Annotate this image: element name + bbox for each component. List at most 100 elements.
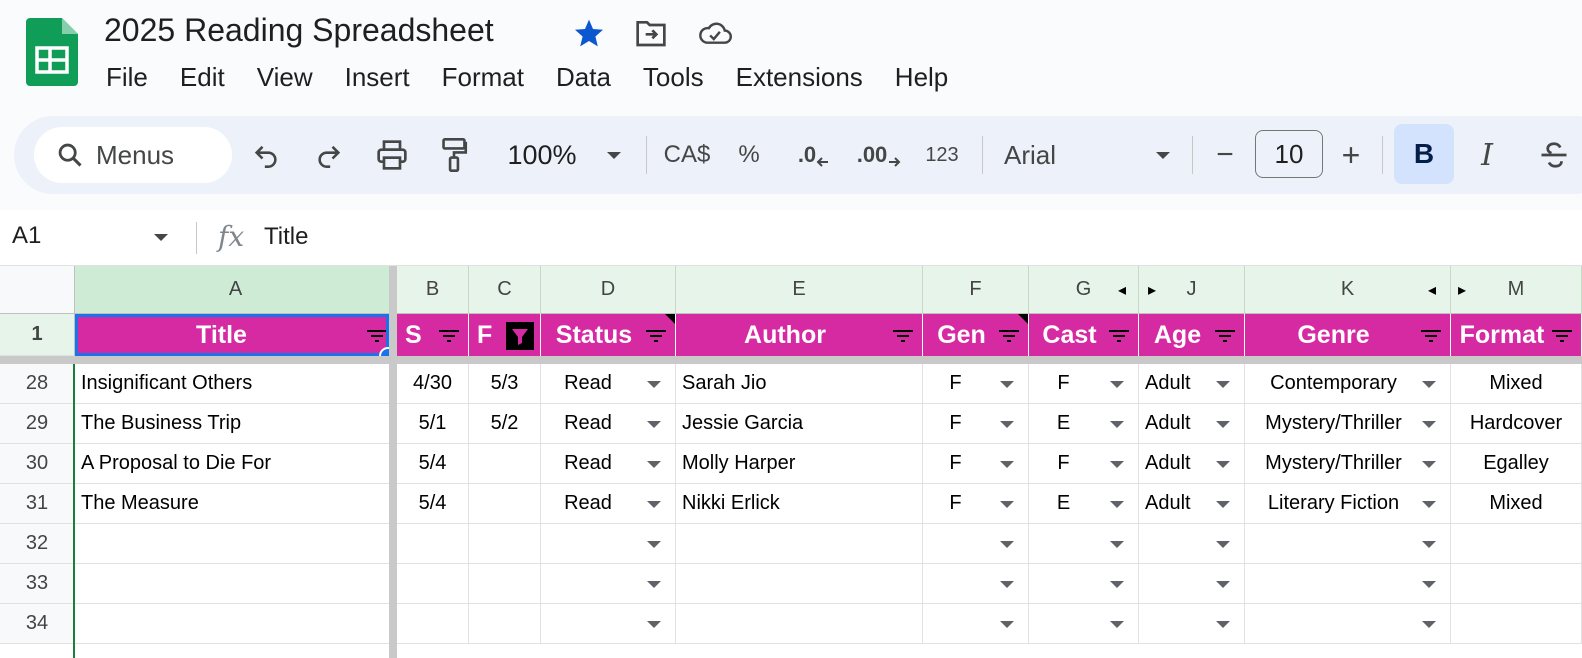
increase-font-size-button[interactable]: + <box>1341 136 1361 173</box>
cell-j29[interactable]: Adult <box>1139 404 1245 444</box>
font-family-select[interactable]: Arial <box>1004 139 1057 170</box>
cell-f34[interactable] <box>923 604 1029 644</box>
header-cell-title[interactable]: Title <box>75 314 397 356</box>
filter-icon[interactable] <box>1108 328 1130 344</box>
header-cell-age[interactable]: Age <box>1139 314 1245 356</box>
cell-dropdown-icon[interactable] <box>1000 421 1014 428</box>
increase-decimal-button[interactable]: .00 <box>856 130 902 180</box>
active-filter-icon[interactable] <box>506 322 534 350</box>
cell-dropdown-icon[interactable] <box>647 501 661 508</box>
cell-dropdown-icon[interactable] <box>647 621 661 628</box>
cell-d28[interactable]: Read <box>541 364 676 404</box>
decrease-decimal-button[interactable]: .0 <box>794 130 834 180</box>
cell-k29[interactable]: Mystery/Thriller <box>1245 404 1451 444</box>
cell-k34[interactable] <box>1245 604 1451 644</box>
number-format-button[interactable]: 123 <box>925 143 959 166</box>
row-header-32[interactable]: 32 <box>0 524 75 564</box>
cell-d29[interactable]: Read <box>541 404 676 444</box>
cell-dropdown-icon[interactable] <box>1422 581 1436 588</box>
cell-dropdown-icon[interactable] <box>1422 421 1436 428</box>
cell-dropdown-icon[interactable] <box>1216 581 1230 588</box>
hidden-columns-right-icon[interactable]: ▸ <box>1148 282 1157 299</box>
row-header-33[interactable]: 33 <box>0 564 75 604</box>
cell-m29[interactable]: Hardcover <box>1451 404 1582 444</box>
cell-d30[interactable]: Read <box>541 444 676 484</box>
column-header-a[interactable]: A <box>75 266 397 314</box>
cell-dropdown-icon[interactable] <box>647 421 661 428</box>
cell-g29[interactable]: E <box>1029 404 1139 444</box>
frozen-column-divider[interactable] <box>389 266 397 658</box>
font-dropdown-icon[interactable] <box>1156 152 1170 159</box>
filter-icon[interactable] <box>645 328 667 344</box>
sheets-logo-icon[interactable] <box>26 18 78 86</box>
cell-a30[interactable]: A Proposal to Die For <box>75 444 397 484</box>
cell-j34[interactable] <box>1139 604 1245 644</box>
cell-dropdown-icon[interactable] <box>1000 461 1014 468</box>
menu-insert[interactable]: Insert <box>344 62 410 92</box>
cell-dropdown-icon[interactable] <box>1000 621 1014 628</box>
cell-f29[interactable]: F <box>923 404 1029 444</box>
redo-icon[interactable] <box>309 130 349 180</box>
name-box[interactable]: A1 <box>12 222 42 249</box>
cell-dropdown-icon[interactable] <box>1216 501 1230 508</box>
filter-icon[interactable] <box>1214 328 1236 344</box>
menu-file[interactable]: File <box>106 62 148 92</box>
cell-g30[interactable]: F <box>1029 444 1139 484</box>
cell-j31[interactable]: Adult <box>1139 484 1245 524</box>
frozen-row-divider[interactable] <box>0 356 1582 364</box>
cell-dropdown-icon[interactable] <box>1000 581 1014 588</box>
cell-m32[interactable] <box>1451 524 1582 564</box>
cell-dropdown-icon[interactable] <box>647 381 661 388</box>
cell-b30[interactable]: 5/4 <box>397 444 469 484</box>
cell-g32[interactable] <box>1029 524 1139 564</box>
cell-dropdown-icon[interactable] <box>1216 461 1230 468</box>
cell-j32[interactable] <box>1139 524 1245 564</box>
cell-dropdown-icon[interactable] <box>1422 621 1436 628</box>
cell-m28[interactable]: Mixed <box>1451 364 1582 404</box>
hidden-columns-left-icon[interactable]: ◂ <box>1118 282 1127 299</box>
cell-dropdown-icon[interactable] <box>1422 541 1436 548</box>
cell-dropdown-icon[interactable] <box>647 541 661 548</box>
cell-b29[interactable]: 5/1 <box>397 404 469 444</box>
header-cell-s[interactable]: S <box>397 314 469 356</box>
undo-icon[interactable] <box>246 130 286 180</box>
cell-c33[interactable] <box>469 564 541 604</box>
menus-search[interactable]: Menus <box>34 127 232 183</box>
cell-dropdown-icon[interactable] <box>1110 381 1124 388</box>
cell-e32[interactable] <box>676 524 923 564</box>
column-header-e[interactable]: E <box>676 266 923 314</box>
cell-f31[interactable]: F <box>923 484 1029 524</box>
strikethrough-icon[interactable] <box>1534 130 1574 180</box>
cell-c28[interactable]: 5/3 <box>469 364 541 404</box>
cell-b32[interactable] <box>397 524 469 564</box>
cell-g28[interactable]: F <box>1029 364 1139 404</box>
cell-e29[interactable]: Jessie Garcia <box>676 404 923 444</box>
cell-a29[interactable]: The Business Trip <box>75 404 397 444</box>
header-cell-genre[interactable]: Genre <box>1245 314 1451 356</box>
header-cell-status[interactable]: Status <box>541 314 676 356</box>
cell-dropdown-icon[interactable] <box>1216 421 1230 428</box>
column-header-c[interactable]: C <box>469 266 541 314</box>
cell-dropdown-icon[interactable] <box>1000 381 1014 388</box>
cell-f28[interactable]: F <box>923 364 1029 404</box>
column-header-m[interactable]: M <box>1451 266 1582 314</box>
cell-dropdown-icon[interactable] <box>1422 381 1436 388</box>
cell-m31[interactable]: Mixed <box>1451 484 1582 524</box>
column-header-j[interactable]: J <box>1139 266 1245 314</box>
cell-d34[interactable] <box>541 604 676 644</box>
cell-e28[interactable]: Sarah Jio <box>676 364 923 404</box>
row-header-28[interactable]: 28 <box>0 364 75 404</box>
cell-e33[interactable] <box>676 564 923 604</box>
print-icon[interactable] <box>370 130 414 180</box>
bold-button[interactable]: B <box>1394 124 1454 184</box>
menu-data[interactable]: Data <box>555 62 611 92</box>
cell-b34[interactable] <box>397 604 469 644</box>
zoom-select[interactable]: 100% <box>507 139 577 170</box>
header-cell-format[interactable]: Format <box>1451 314 1582 356</box>
header-cell-cast[interactable]: Cast <box>1029 314 1139 356</box>
menu-tools[interactable]: Tools <box>642 62 704 92</box>
filter-icon[interactable] <box>438 328 460 344</box>
cloud-saved-icon[interactable] <box>698 16 732 50</box>
menu-edit[interactable]: Edit <box>179 62 225 92</box>
cell-a34[interactable] <box>75 604 397 644</box>
